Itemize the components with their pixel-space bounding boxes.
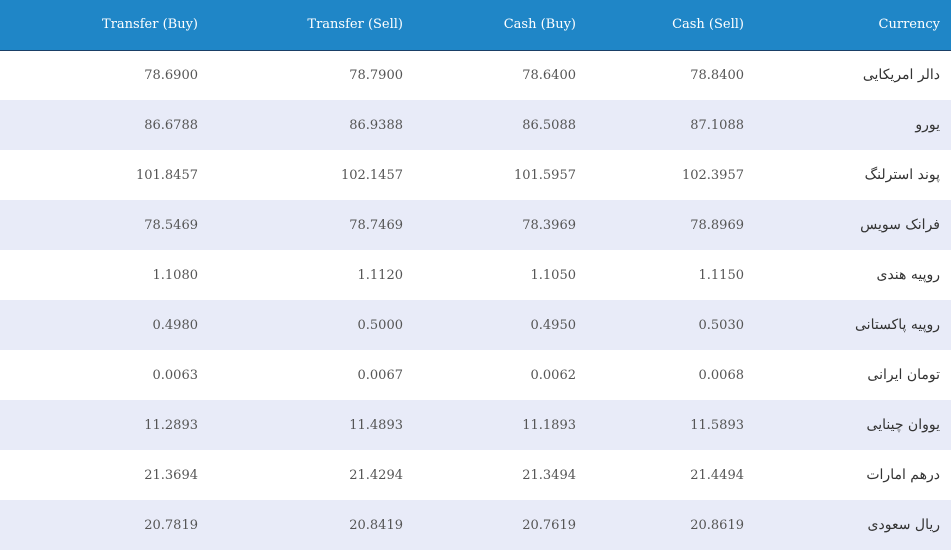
table-row: 78.5469 78.7469 78.3969 78.8969 فرانک سویس — [0, 200, 951, 250]
cash-sell-cell: 11.5893 — [690, 417, 744, 433]
table-body: 78.6900 78.7900 78.6400 78.8400 دالر امریکای… — [0, 50, 951, 550]
cash-buy-cell: 101.5957 — [513, 167, 576, 183]
table-row: 101.8457 102.1457 101.5957 102.3957 پوند است… — [0, 150, 951, 200]
table-row: 11.2893 11.4893 11.1893 11.5893 یووان چینایی — [0, 400, 951, 450]
table-row: 0.0063 0.0067 0.0062 0.0068 تومان ایرانی — [0, 350, 951, 400]
cash-sell-cell: 78.8969 — [690, 217, 744, 233]
transfer-sell-cell: 86.9388 — [349, 117, 403, 133]
transfer-buy-cell: 0.4980 — [152, 317, 199, 333]
cash-sell-cell: 20.8619 — [690, 517, 744, 533]
transfer-buy-cell: 78.5469 — [144, 217, 198, 233]
transfer-sell-cell: 0.0067 — [357, 367, 404, 383]
transfer-buy-cell: 1.1080 — [152, 267, 199, 283]
currency-cell: دالر امریکایی — [862, 67, 940, 84]
transfer-buy-cell: 0.0063 — [152, 367, 199, 383]
cash-buy-cell: 0.4950 — [530, 317, 577, 333]
header-transfer-buy[interactable]: Transfer (Buy) — [0, 0, 198, 51]
cash-buy-cell: 78.3969 — [522, 217, 576, 233]
transfer-sell-cell: 78.7900 — [349, 67, 403, 83]
currency-cell: یورو — [915, 117, 940, 133]
cash-sell-cell: 102.3957 — [681, 167, 744, 183]
cash-sell-cell: 0.5030 — [698, 317, 745, 333]
cash-sell-cell: 0.0068 — [698, 367, 745, 383]
transfer-buy-cell: 78.6900 — [144, 67, 198, 83]
transfer-sell-cell: 0.5000 — [357, 317, 404, 333]
transfer-buy-cell: 11.2893 — [144, 417, 198, 433]
currency-cell: روپیه هندی — [876, 267, 940, 283]
cash-buy-cell: 20.7619 — [522, 517, 576, 533]
cash-buy-cell: 1.1050 — [530, 267, 577, 283]
table-row: 20.7819 20.8419 20.7619 20.8619 ریال سعودی — [0, 500, 951, 550]
transfer-sell-cell: 78.7469 — [349, 217, 403, 233]
header-row: Transfer (Buy) Transfer (Sell) Cash (Buy… — [0, 0, 951, 51]
table-row: 1.1080 1.1120 1.1050 1.1150 روپیه هندی — [0, 250, 951, 300]
transfer-sell-cell: 11.4893 — [349, 417, 403, 433]
table-row: 86.6788 86.9388 86.5088 87.1088 یورو — [0, 100, 951, 150]
transfer-buy-cell: 101.8457 — [135, 167, 198, 183]
transfer-buy-cell: 21.3694 — [144, 467, 198, 483]
transfer-sell-cell: 21.4294 — [349, 467, 403, 483]
currency-cell: روپیه پاکستانی — [855, 317, 940, 333]
currency-cell: پوند استرلنگ — [864, 167, 940, 183]
cash-buy-cell: 11.1893 — [522, 417, 576, 433]
currency-cell: درهم امارات — [866, 467, 940, 483]
currency-cell: تومان ایرانی — [867, 367, 940, 383]
transfer-sell-cell: 1.1120 — [357, 267, 404, 283]
table-row: 21.3694 21.4294 21.3494 21.4494 درهم امارات — [0, 450, 951, 500]
cash-sell-cell: 1.1150 — [698, 267, 745, 283]
cash-buy-cell: 78.6400 — [522, 67, 576, 83]
header-transfer-sell[interactable]: Transfer (Sell) — [198, 0, 403, 51]
table-row: 0.4980 0.5000 0.4950 0.5030 روپیه پاکستانی — [0, 300, 951, 350]
cash-buy-cell: 0.0062 — [530, 367, 577, 383]
cash-sell-cell: 78.8400 — [690, 67, 744, 83]
header-cash-sell[interactable]: Cash (Sell) — [576, 0, 744, 51]
table-header: Transfer (Buy) Transfer (Sell) Cash (Buy… — [0, 0, 951, 51]
transfer-buy-cell: 86.6788 — [144, 117, 198, 133]
currency-cell: فرانک سویس — [860, 217, 940, 233]
transfer-sell-cell: 102.1457 — [340, 167, 403, 183]
transfer-sell-cell: 20.8419 — [349, 517, 403, 533]
cash-sell-cell: 21.4494 — [690, 467, 744, 483]
cash-sell-cell: 87.1088 — [690, 117, 744, 133]
currency-cell: ریال سعودی — [867, 517, 940, 533]
header-currency[interactable]: Currency — [744, 0, 951, 51]
currency-cell: یووان چینایی — [866, 417, 940, 433]
cash-buy-cell: 86.5088 — [522, 117, 576, 133]
cash-buy-cell: 21.3494 — [522, 467, 576, 483]
transfer-buy-cell: 20.7819 — [144, 517, 198, 533]
table-row: 78.6900 78.7900 78.6400 78.8400 دالر امریکای… — [0, 50, 951, 100]
header-cash-buy[interactable]: Cash (Buy) — [403, 0, 576, 51]
